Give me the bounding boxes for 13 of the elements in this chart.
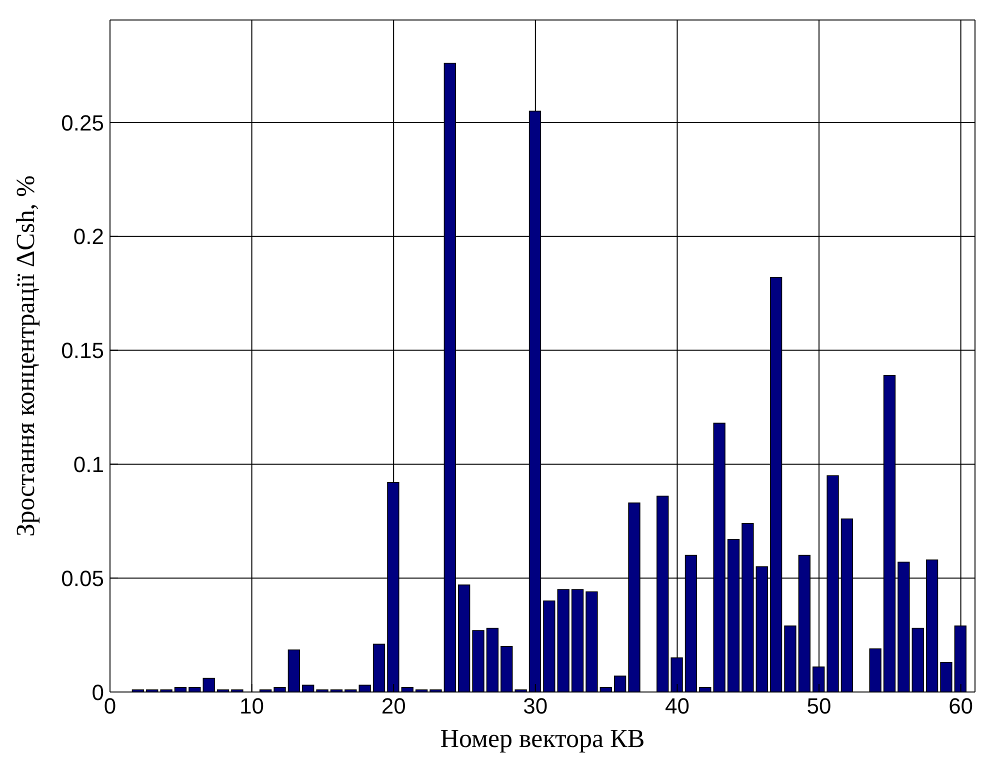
- x-tick-label: 40: [664, 694, 690, 719]
- y-tick-label: 0.1: [73, 452, 104, 478]
- x-tick-label: 60: [948, 694, 974, 719]
- x-tick-label: 30: [523, 694, 548, 719]
- y-axis-title: Зростання концентрації ΔCsh, %: [11, 175, 41, 537]
- x-tick-label: 20: [381, 694, 406, 719]
- x-axis-title: Номер вектора КВ: [439, 724, 646, 754]
- y-tick-label: 0.25: [61, 110, 104, 136]
- x-tick-label: 10: [240, 694, 264, 719]
- y-tick-label: 0.05: [61, 566, 104, 591]
- y-tick-label: 0.2: [73, 224, 104, 250]
- y-tick-label: 0.15: [61, 338, 104, 364]
- x-tick-label: 50: [806, 694, 832, 719]
